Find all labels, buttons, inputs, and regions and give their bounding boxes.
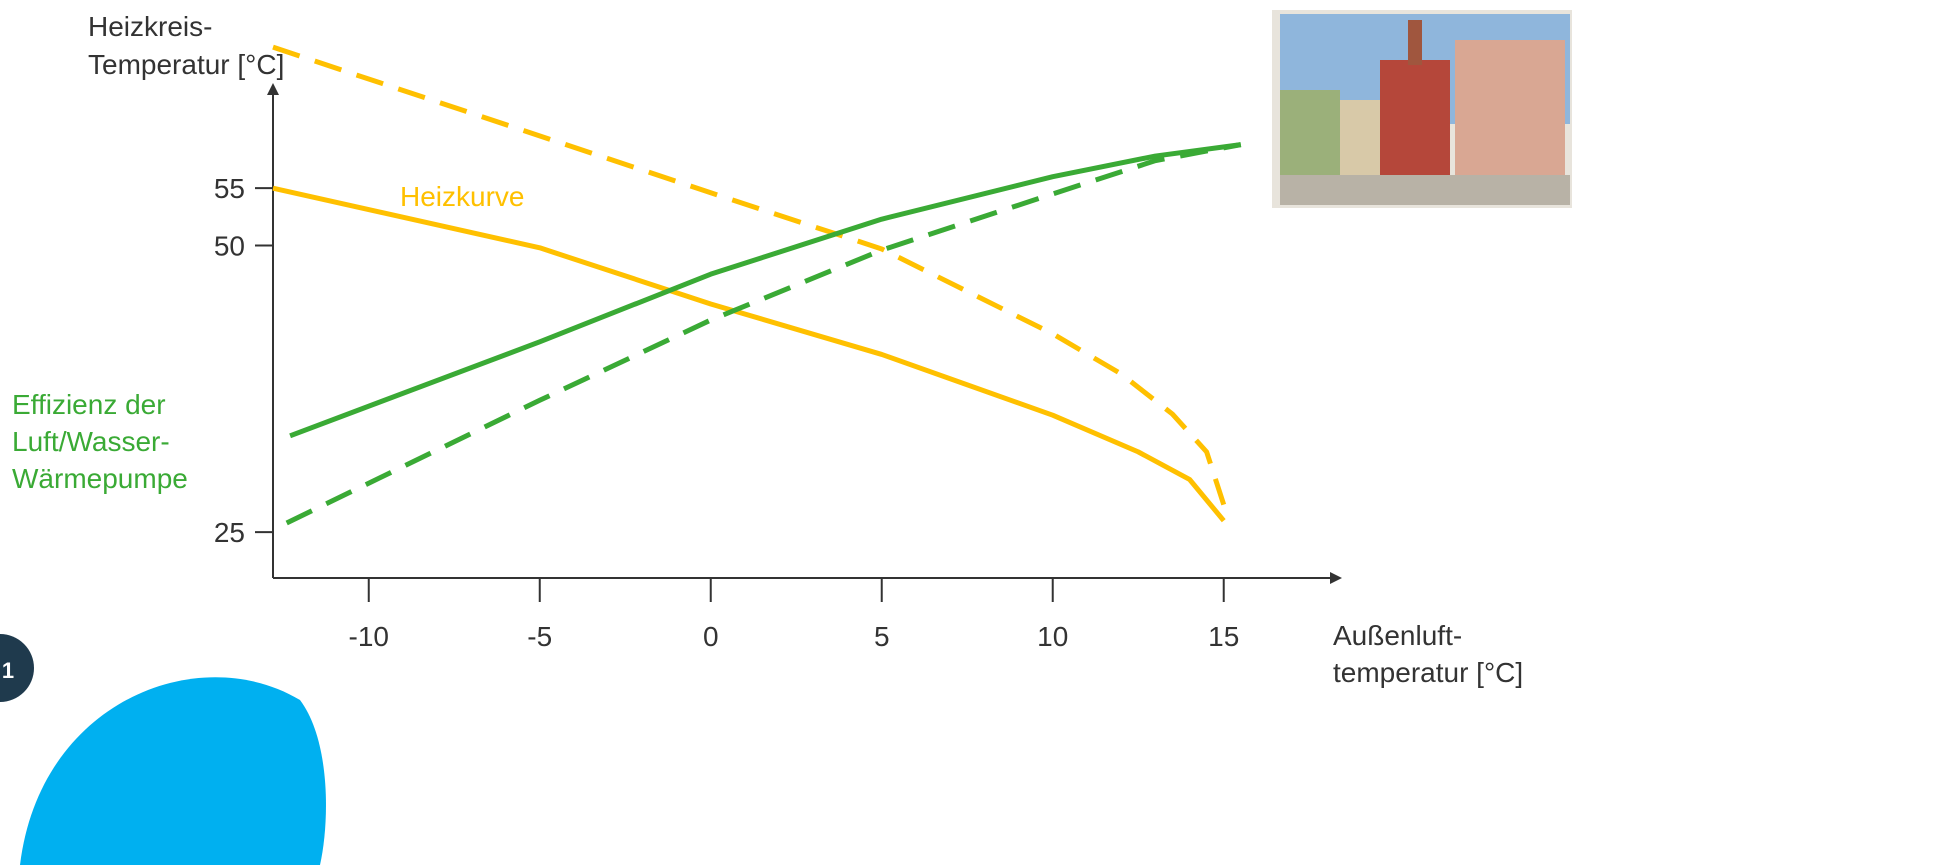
x-tick-label: 15 xyxy=(1208,621,1239,652)
y-tick-label: 55 xyxy=(214,173,245,204)
x-tick-label: 5 xyxy=(874,621,890,652)
x-axis-label: Außenluft-temperatur [°C] xyxy=(1333,620,1523,688)
x-axis-label-line: temperatur [°C] xyxy=(1333,657,1523,688)
y-axis-label-line: Temperatur [°C] xyxy=(88,49,284,80)
y-axis-label-line: Heizkreis- xyxy=(88,11,212,42)
data-line xyxy=(273,188,1224,520)
y-tick-label: 50 xyxy=(214,231,245,262)
slide: 1 Außenluft-temperatur [°C] Heizkreis- Te… xyxy=(0,0,1959,865)
x-tick-label: 0 xyxy=(703,621,719,652)
x-tick-label: 10 xyxy=(1037,621,1068,652)
y-axis-label: Heizkreis- Temperatur [°C] xyxy=(88,11,284,80)
annotation: Effizienz der xyxy=(12,389,166,420)
data-line xyxy=(273,47,1224,504)
annotation: Luft/Wasser- xyxy=(12,426,170,457)
photo xyxy=(1272,10,1572,208)
x-tick-label: -10 xyxy=(349,621,389,652)
decor-shape xyxy=(20,677,326,865)
y-tick-label: 25 xyxy=(214,517,245,548)
x-tick-label: -5 xyxy=(527,621,552,652)
page-number: 1 xyxy=(2,658,14,683)
annotation: Heizkurve xyxy=(400,181,524,212)
annotation: Wärmepumpe xyxy=(12,463,188,494)
x-axis-label-line: Außenluft- xyxy=(1333,620,1462,651)
